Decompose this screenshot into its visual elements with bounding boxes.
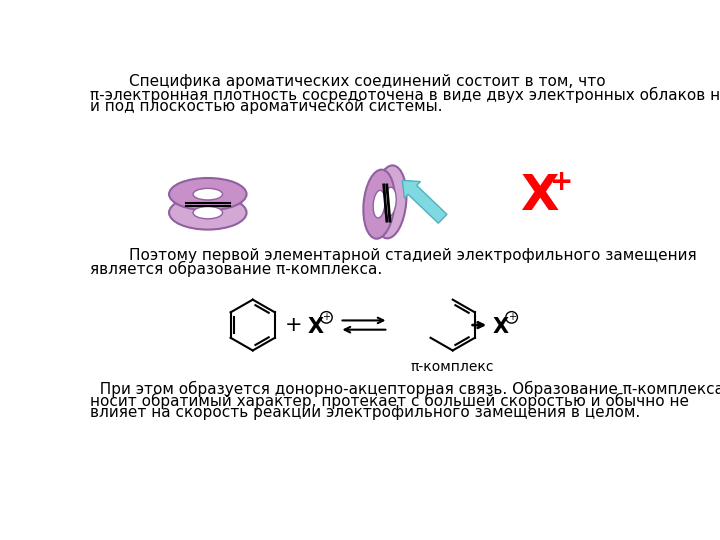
Text: π-электронная плотность сосредоточена в виде двух электронных облаков над: π-электронная плотность сосредоточена в … (90, 86, 720, 103)
Text: При этом образуется донорно-акцепторная связь. Образование π-комплекса: При этом образуется донорно-акцепторная … (90, 381, 720, 397)
Text: X: X (492, 316, 509, 336)
Text: является образование π-комплекса.: является образование π-комплекса. (90, 260, 382, 276)
Text: +: + (549, 168, 573, 196)
Text: X: X (520, 172, 559, 220)
Text: +: + (323, 312, 330, 322)
Ellipse shape (169, 195, 246, 230)
Ellipse shape (193, 188, 222, 200)
Ellipse shape (169, 178, 246, 211)
Text: +: + (508, 312, 516, 322)
Text: носит обратимый характер, протекает с большей скоростью и обычно не: носит обратимый характер, протекает с бо… (90, 393, 689, 409)
Ellipse shape (193, 206, 222, 219)
Text: X: X (307, 316, 323, 336)
Text: +: + (285, 315, 302, 335)
FancyArrow shape (402, 180, 447, 223)
Text: π-комплекс: π-комплекс (411, 361, 495, 374)
Text: Специфика ароматических соединений состоит в том, что: Специфика ароматических соединений состо… (90, 74, 606, 89)
Text: влияет на скорость реакции электрофильного замещения в целом.: влияет на скорость реакции электрофильно… (90, 405, 640, 420)
Ellipse shape (364, 170, 395, 239)
Text: и под плоскостью ароматической системы.: и под плоскостью ароматической системы. (90, 99, 443, 114)
Ellipse shape (374, 165, 407, 238)
Text: Поэтому первой элементарной стадией электрофильного замещения: Поэтому первой элементарной стадией элек… (90, 248, 697, 263)
Ellipse shape (373, 191, 385, 218)
Ellipse shape (384, 187, 396, 217)
